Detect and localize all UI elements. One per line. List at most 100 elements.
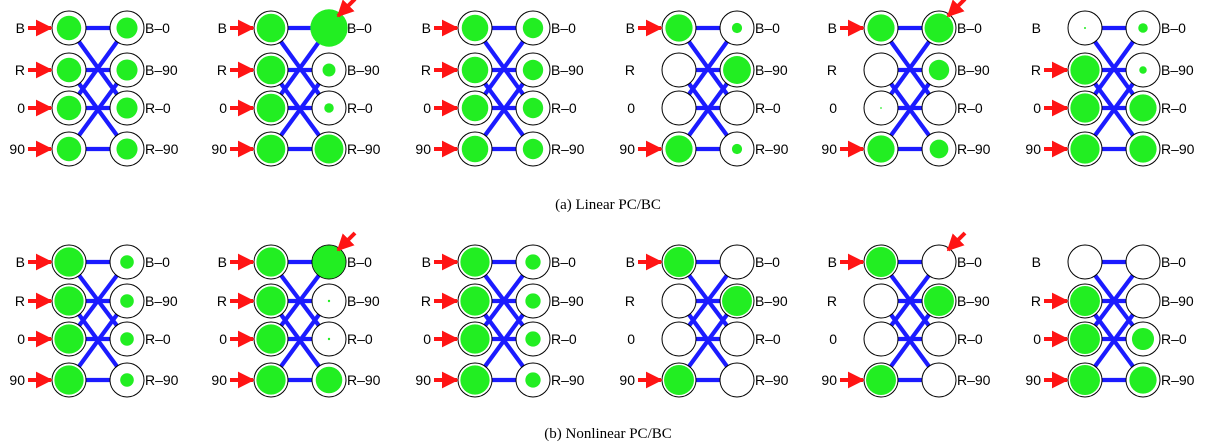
output-label-b-0: B–0 [957,20,982,36]
output-label-r-0: R–0 [347,331,373,347]
output-label-b-0: B–0 [347,20,372,36]
output-node [921,244,957,280]
network-panel: B R 0 90 B–0 B–90 R–0 R–90 [211,0,381,167]
output-activation [116,17,138,39]
network-panel: B R 0 90 B–0 B–90 R–0 R–90 [821,231,991,398]
input-label-b: B [422,20,431,36]
output-node [719,244,755,280]
input-label-90: 90 [415,372,431,388]
input-label-0: 0 [829,100,837,116]
output-label-r-0: R–0 [1161,331,1187,347]
input-label-90: 90 [619,372,635,388]
input-activation [56,57,82,83]
output-label-b-90: B–90 [551,293,584,309]
output-node [921,90,957,126]
network-panel: B R 0 90 B–0 B–90 R–0 R–90 [619,244,789,398]
output-label-b-90: B–90 [957,62,990,78]
network-panel: B R 0 90 B–0 B–90 R–0 R–90 [9,244,179,398]
output-activation [1129,366,1157,394]
output-label-b-90: B–90 [1161,293,1194,309]
input-activation [256,55,286,85]
output-label-b-90: B–90 [957,293,990,309]
feedback-arrow [946,231,967,252]
input-label-b: B [16,20,25,36]
input-label-r: R [15,62,25,78]
input-label-90: 90 [1025,372,1041,388]
input-label-b: B [1032,254,1041,270]
input-activation [256,324,286,354]
input-label-r: R [1031,293,1041,309]
input-activation [54,324,84,354]
output-activation [1139,66,1147,74]
input-activation [867,14,895,42]
input-activation [1070,134,1100,164]
input-label-90: 90 [415,141,431,157]
output-node [921,321,957,357]
output-activation [327,299,331,303]
output-activation [522,17,544,39]
input-node [863,321,899,357]
output-label-r-90: R–90 [551,141,585,157]
output-label-r-0: R–0 [1161,100,1187,116]
input-label-r: R [1031,62,1041,78]
input-activation [866,365,896,395]
output-label-r-90: R–90 [755,372,789,388]
input-label-b: B [16,254,25,270]
input-activation [460,286,490,316]
input-activation [256,286,286,316]
output-label-b-0: B–0 [551,20,576,36]
input-label-90: 90 [211,141,227,157]
input-activation [461,56,489,84]
output-label-b-90: B–90 [347,293,380,309]
output-activation [525,372,541,388]
input-label-0: 0 [17,100,25,116]
output-activation [525,293,541,309]
network-panel: B R 0 90 B–0 B–90 R–0 R–90 [1025,10,1195,167]
input-activation [460,247,490,277]
output-label-r-90: R–90 [755,141,789,157]
input-label-r: R [625,62,635,78]
output-activation [924,13,954,43]
input-activation [54,365,84,395]
output-activation [731,22,743,34]
output-activation [120,255,134,269]
output-activation [525,331,541,347]
row-linear-pcbc: B R 0 90 B–0 B–90 R–0 R–90 B R 0 90 B–0 B–90 R–0 R–90 B R… [9,0,1195,167]
input-label-0: 0 [219,100,227,116]
caption-nonlinear-pcbc: (b) Nonlinear PC/BC [544,426,672,442]
output-activation [723,56,751,84]
input-label-b: B [828,254,837,270]
output-activation [310,9,348,47]
output-activation [314,134,344,164]
input-node [863,52,899,88]
input-label-0: 0 [1033,331,1041,347]
input-activation [1070,365,1100,395]
network-panel: B R 0 90 B–0 B–90 R–0 R–90 [415,244,585,398]
output-activation [929,139,949,159]
output-node [921,362,957,398]
input-label-r: R [827,293,837,309]
output-activation [525,254,541,270]
output-activation [522,138,544,160]
output-label-b-90: B–90 [551,62,584,78]
input-activation [461,135,489,163]
input-label-b: B [626,20,635,36]
network-panel: B R 0 90 B–0 B–90 R–0 R–90 [211,231,381,398]
output-node [719,90,755,126]
output-label-r-0: R–0 [755,331,781,347]
output-activation [928,59,950,81]
input-activation [54,286,84,316]
output-label-r-0: R–0 [755,100,781,116]
input-activation [256,365,286,395]
input-label-0: 0 [1033,100,1041,116]
input-node [661,52,697,88]
input-label-r: R [421,62,431,78]
input-label-0: 0 [829,331,837,347]
output-activation [324,103,334,113]
input-label-r: R [15,293,25,309]
output-activation [1131,327,1155,351]
input-label-90: 90 [821,372,837,388]
input-activation [54,247,84,277]
output-activation [120,373,134,387]
output-activation [522,59,544,81]
